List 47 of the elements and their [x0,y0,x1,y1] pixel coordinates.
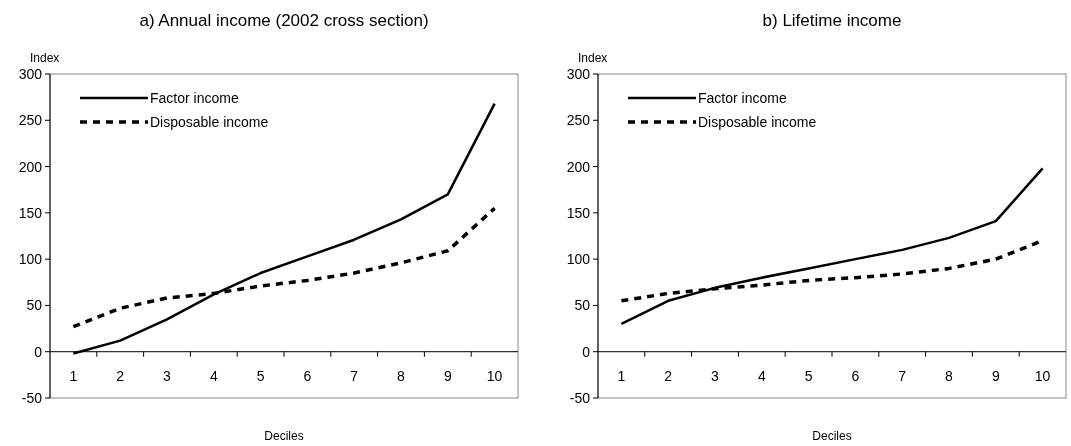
y-tick-label: -50 [21,390,43,406]
x-tick-label: 9 [443,367,452,384]
y-tick-label: 0 [582,343,591,360]
y-axis-title: Index [30,51,60,65]
x-tick-label: 3 [163,367,172,384]
x-axis-title: Deciles [264,429,304,443]
x-tick-label: 4 [757,367,766,384]
y-tick-label: 50 [26,297,43,314]
x-tick-label: 6 [303,367,312,384]
x-tick-label: 7 [898,367,907,384]
y-tick-label: 150 [566,204,591,221]
y-tick-label: 0 [34,343,43,360]
y-tick-label: 300 [566,66,591,82]
line-series [620,167,1044,326]
legend-label: Factor income [150,90,239,106]
x-tick-label: 7 [350,367,359,384]
x-tick-label: 9 [991,367,1000,384]
x-tick-label: 8 [945,367,954,384]
x-axis-title: Deciles [812,429,852,443]
y-axis-title: Index [578,51,608,65]
x-tick-label: 2 [116,367,125,384]
y-tick-label: 150 [18,204,43,221]
y-tick-label: 50 [574,297,591,314]
y-tick-label: 100 [566,251,591,268]
x-tick-label: 4 [209,367,218,384]
x-tick-label: 10 [1034,367,1051,384]
chart-title: b) Lifetime income [762,11,902,30]
legend-label: Disposable income [698,114,817,130]
x-tick-label: 1 [69,367,78,384]
x-tick-label: 3 [711,367,720,384]
y-tick-label: 100 [18,251,43,268]
x-tick-label: 1 [617,367,626,384]
legend-label: Factor income [698,90,787,106]
x-tick-label: 5 [256,367,265,384]
x-tick-label: 10 [486,367,503,384]
x-tick-label: 5 [804,367,813,384]
y-tick-label: 250 [18,112,43,129]
chart-title: a) Annual income (2002 cross section) [139,11,429,30]
x-tick-label: 2 [664,367,673,384]
y-tick-label: 200 [18,158,43,175]
y-tick-label: 300 [18,66,43,82]
y-tick-label: 250 [566,112,591,129]
x-tick-label: 8 [397,367,406,384]
x-tick-label: 6 [851,367,860,384]
y-tick-label: 200 [566,158,591,175]
y-tick-label: -50 [569,390,591,406]
legend-label: Disposable income [150,114,269,130]
